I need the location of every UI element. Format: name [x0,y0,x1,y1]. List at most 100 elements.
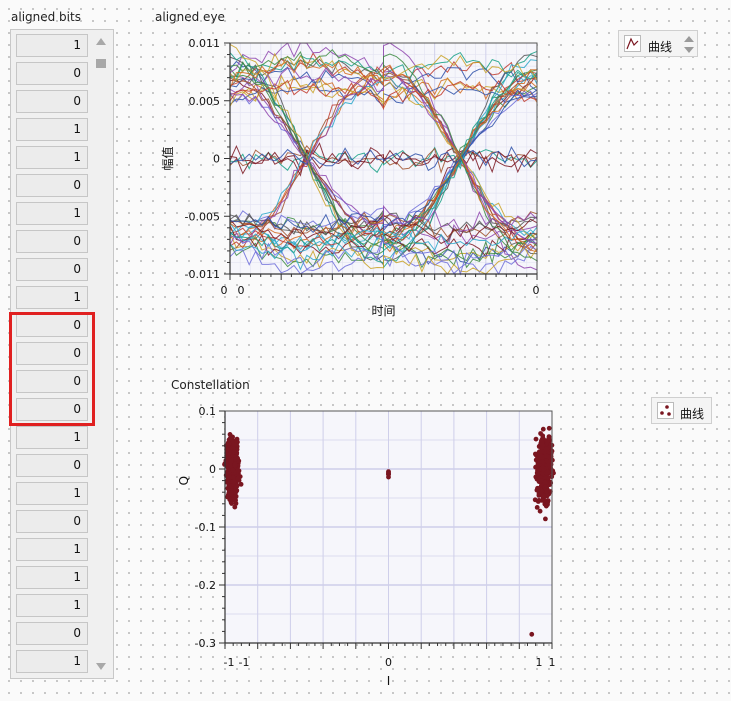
bit-cell[interactable]: 1 [16,482,88,505]
constellation-point [232,494,238,500]
bit-cell[interactable]: 0 [16,370,88,393]
constellation-point [543,516,548,522]
constellation-point [545,500,550,505]
constellation-point [233,486,239,492]
constellation-legend[interactable]: 曲线 [651,397,712,424]
bit-cell[interactable]: 0 [16,510,88,533]
bit-cell[interactable]: 1 [16,146,88,169]
bit-cell[interactable]: 1 [16,426,88,449]
highlight-box [9,312,95,426]
bit-cell[interactable]: 0 [16,398,88,421]
eye-x-axis-label: 时间 [371,304,395,318]
line-plot-icon [624,35,641,52]
eye-x-tick-label: 0 [533,284,540,297]
bit-cell[interactable]: 0 [16,622,88,645]
constellation-points [222,425,556,637]
bit-cell[interactable]: 0 [16,230,88,253]
eye-x-tick-label: 0 [221,284,228,297]
constellation-point [547,444,553,450]
bit-cell[interactable]: 1 [16,594,88,617]
constellation-x-tick-label: 1 [549,656,556,669]
constellation-point [227,432,233,437]
constellation-point [228,458,234,464]
aligned-bits-label: aligned bits [11,10,81,24]
constellation-point [535,486,541,492]
bit-cell[interactable]: 0 [16,90,88,113]
constellation-point [231,479,237,484]
constellation-point [540,459,545,465]
bit-cell[interactable]: 0 [16,174,88,197]
constellation-x-tick-label: 0 [385,656,392,669]
constellation-point [539,441,545,447]
constellation-point [545,469,551,475]
scroll-thumb[interactable] [96,59,106,68]
constellation-y-tick-label: -0.1 [195,521,216,534]
constellation-point [226,441,232,447]
constellation-chart: 0.1 0 -0.1 -0.2 -0.3 -1 -1 0 1 1 I Q [177,405,556,688]
constellation-x-tick-label: 1 [536,656,543,669]
bit-cell[interactable]: 0 [16,258,88,281]
legend-spinner-icon[interactable] [684,34,694,54]
constellation-point [544,453,549,459]
constellation-point [386,472,391,477]
bit-cell[interactable]: 1 [16,538,88,561]
constellation-point [228,463,234,469]
bit-cell[interactable]: 1 [16,118,88,141]
constellation-point [533,436,539,442]
eye-y-tick-label: -0.011 [185,268,220,281]
constellation-point [233,456,239,462]
bit-cell[interactable]: 0 [16,342,88,365]
constellation-point [238,481,244,487]
eye-trace [229,235,538,276]
constellation-point [227,436,233,441]
bit-cell[interactable]: 1 [16,566,88,589]
constellation-point [230,475,236,481]
eye-x-tick-label: 0 [238,284,245,297]
bits-scrollbar[interactable] [93,33,109,676]
constellation-point [539,454,545,460]
constellation-point [534,505,540,510]
scroll-up-icon[interactable] [96,38,106,45]
eye-trace [229,42,538,271]
bit-cell[interactable]: 1 [16,202,88,225]
constellation-label: Constellation [171,378,250,392]
bit-cell[interactable]: 1 [16,286,88,309]
scroll-down-icon[interactable] [96,663,106,670]
eye-legend[interactable]: 曲线 [618,30,698,57]
constellation-point [538,431,543,436]
eye-y-tick-label: 0.005 [189,95,221,108]
eye-y-axis-label: 幅值 [160,146,175,170]
constellation-point [231,449,237,455]
bit-cell[interactable]: 1 [16,34,88,57]
constellation-x-axis-label: I [387,674,391,688]
eye-traces [229,42,538,276]
eye-y-tick-label: 0.011 [189,37,221,50]
constellation-point [232,504,238,510]
constellation-y-axis-label: Q [177,476,191,485]
constellation-point [227,496,233,502]
eye-trace [229,89,538,234]
constellation-point [228,491,234,497]
constellation-point [543,503,549,509]
constellation-point [226,454,231,460]
constellation-point [229,501,235,506]
constellation-point [539,449,545,454]
constellation-legend-label: 曲线 [680,407,705,421]
aligned-eye-label: aligned eye [155,10,225,24]
constellation-point [545,459,551,464]
eye-y-tick-label: -0.005 [185,210,220,223]
constellation-point [541,493,546,499]
constellation-point [542,479,548,485]
constellation-point [540,426,546,432]
constellation-point [538,478,544,484]
constellation-y-tick-label: -0.3 [195,637,216,650]
bit-cell[interactable]: 0 [16,454,88,477]
bit-cell[interactable]: 0 [16,62,88,85]
bit-cell[interactable]: 1 [16,650,88,673]
constellation-point [545,438,550,444]
constellation-point [235,475,241,481]
constellation-outlier-point [529,631,535,637]
constellation-point [230,467,236,473]
constellation-x-tick-label: -1 [239,656,250,669]
